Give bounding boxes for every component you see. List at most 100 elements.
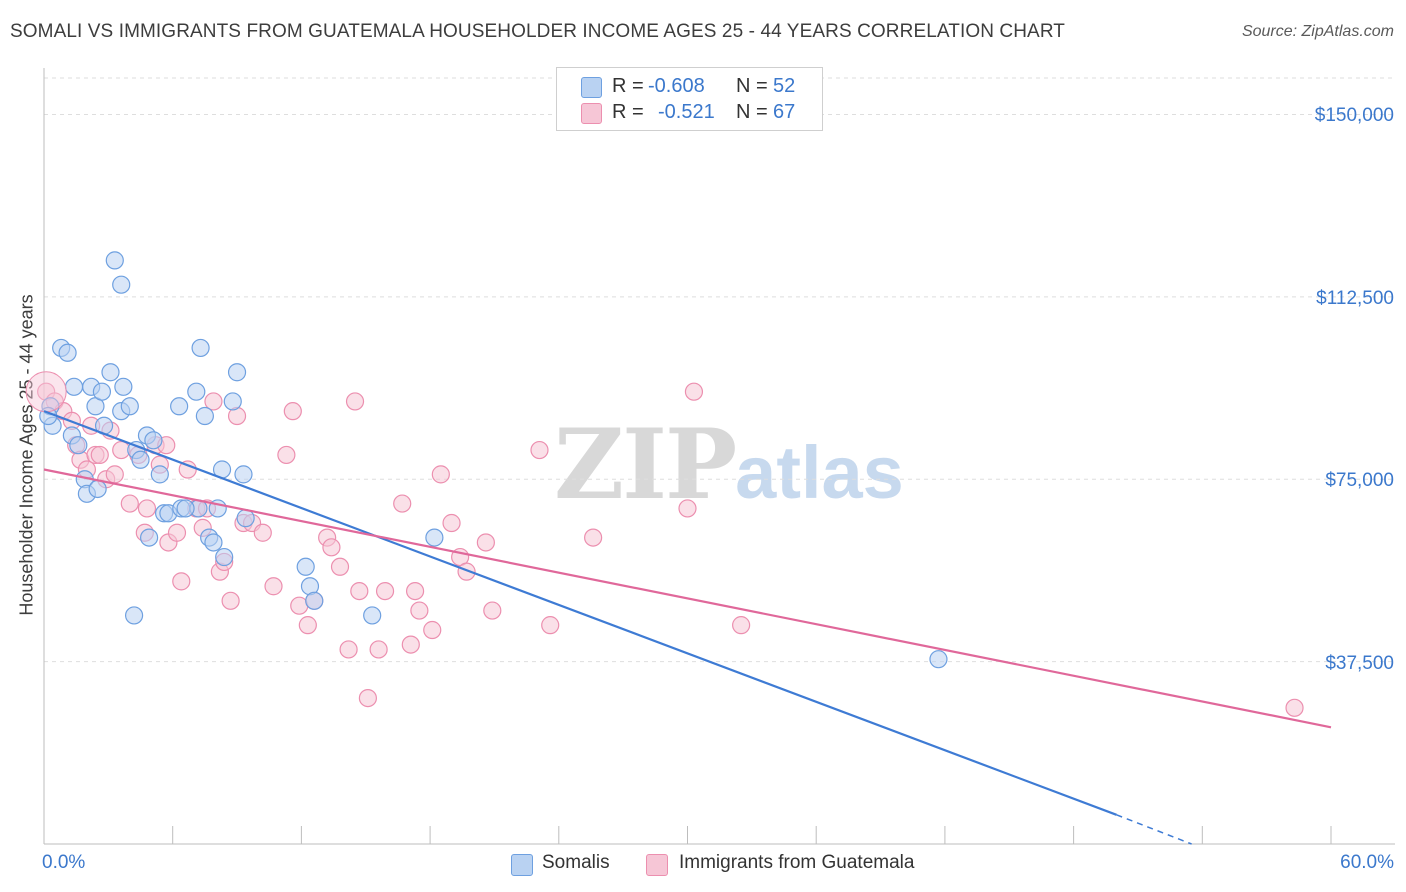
somalis-point xyxy=(88,479,107,499)
guatemala-point xyxy=(431,465,450,484)
somalis-point xyxy=(101,363,120,382)
somalis-trendline xyxy=(43,410,1117,816)
somalis-point xyxy=(150,465,169,484)
guatemala-point xyxy=(483,601,502,620)
somalis-point xyxy=(144,431,163,450)
legend-n-label: N = xyxy=(736,75,768,97)
guatemala-legend-label: Immigrants from Guatemala xyxy=(679,852,915,873)
guatemala-point xyxy=(264,577,283,596)
somalis-point xyxy=(425,528,444,547)
guatemala-point xyxy=(530,440,549,460)
guatemala-point xyxy=(1285,698,1304,717)
guatemala-point xyxy=(401,635,420,654)
guatemala-point xyxy=(204,392,223,411)
somalis-point xyxy=(305,591,324,610)
somalis-point xyxy=(227,363,247,382)
somalis-point xyxy=(296,557,315,576)
guatemala-point xyxy=(476,533,495,552)
legend-r-label: R = xyxy=(612,101,644,123)
x-tick-label-min: 0.0% xyxy=(42,852,86,873)
somalis-point xyxy=(929,650,948,669)
guatemala-swatch xyxy=(581,103,602,124)
x-tick-label-max: 60.0% xyxy=(1340,852,1394,873)
legend-r-value: -0.521 xyxy=(658,101,715,123)
guatemala-point xyxy=(339,640,358,659)
guatemala-point-large xyxy=(25,371,67,413)
y-tick-label: $150,000 xyxy=(1314,105,1394,127)
legend-r-value: -0.608 xyxy=(648,75,705,97)
guatemala-point xyxy=(105,465,124,484)
somalis-point xyxy=(234,465,253,484)
guatemala-point xyxy=(405,581,425,601)
somalis-point xyxy=(223,392,242,411)
somalis-point xyxy=(120,397,139,416)
somalis-point xyxy=(131,450,150,469)
somalis-trendline-extension xyxy=(1116,814,1192,845)
guatemala-point xyxy=(172,572,191,591)
guatemala-point xyxy=(167,523,187,542)
somalis-swatch xyxy=(581,77,602,98)
guatemala-point xyxy=(345,392,365,411)
legend-n-value: 67 xyxy=(773,101,796,123)
somalis-point xyxy=(124,606,144,625)
somalis-point xyxy=(195,406,214,426)
somalis-point xyxy=(187,382,206,401)
somalis-legend-label: Somalis xyxy=(542,852,610,873)
somalis-point xyxy=(170,397,189,416)
somalis-point xyxy=(92,382,112,401)
somalis-point xyxy=(69,436,88,455)
y-tick-label: $37,500 xyxy=(1325,652,1394,674)
guatemala-point xyxy=(253,523,272,542)
guatemala-point xyxy=(457,562,476,581)
bottom-legend-guatemala: Immigrants from Guatemala xyxy=(646,852,914,876)
guatemala-point xyxy=(410,601,429,620)
legend-r-label: R = xyxy=(612,75,644,97)
chart-title: SOMALI VS IMMIGRANTS FROM GUATEMALA HOUS… xyxy=(10,21,1066,42)
bottom-legend-somalis: Somalis xyxy=(511,852,610,876)
guatemala-point xyxy=(221,591,240,610)
guatemala-point xyxy=(277,445,296,465)
somalis-point xyxy=(204,533,223,552)
legend-n-value: 52 xyxy=(773,75,796,97)
guatemala-point xyxy=(290,596,309,615)
guatemala-point xyxy=(322,538,341,557)
watermark-zip: ZIP xyxy=(554,408,737,521)
somalis-point xyxy=(140,528,159,547)
guatemala-point xyxy=(369,640,388,659)
guatemala-point xyxy=(678,499,697,518)
guatemala-point xyxy=(358,688,377,708)
somalis-point xyxy=(176,499,195,518)
guatemala-point xyxy=(90,445,109,465)
y-tick-label: $112,500 xyxy=(1316,287,1394,309)
somalis-point xyxy=(114,377,133,396)
guatemala-point xyxy=(137,499,157,518)
watermark-atlas: atlas xyxy=(735,431,904,514)
guatemala-point xyxy=(684,382,704,401)
guatemala-legend-swatch xyxy=(646,854,668,876)
guatemala-point xyxy=(732,616,751,635)
somalis-point xyxy=(191,338,210,358)
guatemala-point xyxy=(393,494,412,513)
somalis-point xyxy=(58,343,77,362)
guatemala-point xyxy=(541,616,560,635)
somalis-point xyxy=(363,606,382,625)
guatemala-point xyxy=(330,557,350,576)
somalis-point xyxy=(64,377,84,396)
guatemala-point xyxy=(584,528,603,547)
somalis-legend-swatch xyxy=(511,854,533,876)
correlation-legend: R = -0.608 N = 52 R = -0.521 N = 67 xyxy=(556,67,823,131)
y-tick-label: $75,000 xyxy=(1325,470,1394,492)
guatemala-point xyxy=(298,616,317,635)
legend-n-label: N = xyxy=(736,101,768,123)
guatemala-point xyxy=(350,581,369,601)
somalis-point xyxy=(112,275,131,294)
guatemala-trendline xyxy=(43,468,1332,729)
guatemala-point xyxy=(120,494,139,513)
somalis-point xyxy=(215,547,234,567)
guatemala-point xyxy=(423,620,442,640)
guatemala-point xyxy=(283,402,302,421)
watermark: ZIPatlas xyxy=(554,408,904,521)
source-label: Source: ZipAtlas.com xyxy=(1241,23,1394,40)
somalis-point xyxy=(105,251,124,270)
